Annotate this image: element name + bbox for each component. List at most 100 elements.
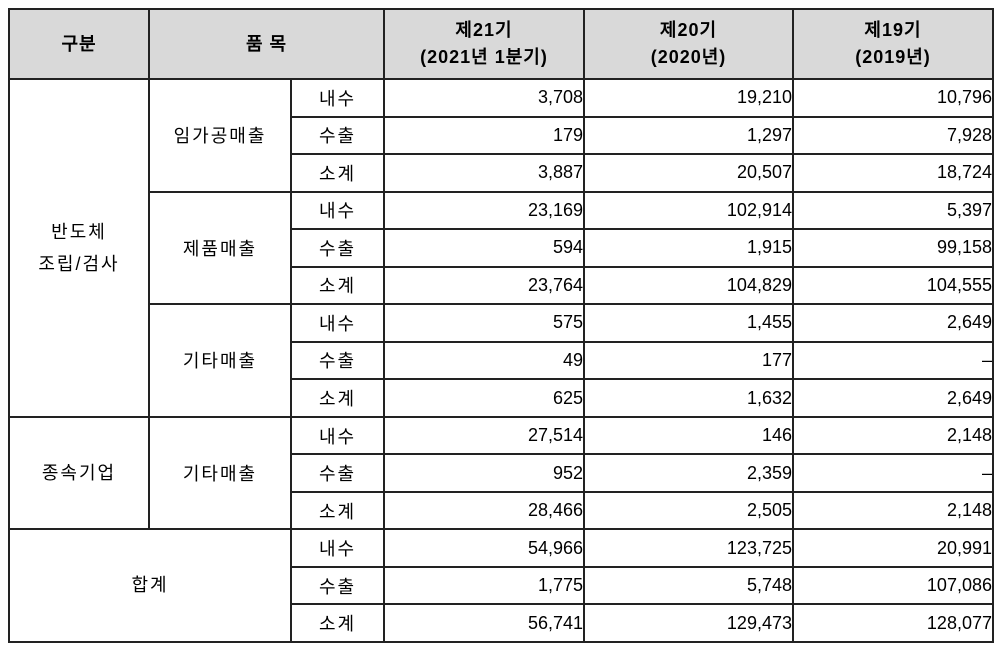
value-cell: 3,708 — [383, 78, 585, 118]
value-cell: 99,158 — [792, 228, 994, 268]
value-cell: 102,914 — [583, 190, 794, 231]
category-line: 종속기업 — [41, 462, 117, 483]
row-type-cell: 수출 — [290, 453, 385, 493]
item-cell-other-sales: 기타매출 — [148, 303, 292, 418]
row-type-cell: 소계 — [290, 265, 385, 306]
value-cell: 2,148 — [792, 415, 994, 456]
value-cell: 146 — [583, 415, 794, 456]
value-cell: 129,473 — [583, 603, 794, 643]
table-row: 소계 56,741 129,473 128,077 — [9, 603, 994, 643]
header-cell-period-19: 제19기 (2019년) — [792, 8, 994, 80]
header-cell-period-21: 제21기 (2021년 1분기) — [383, 8, 585, 80]
item-cell-subsidiary-other-sales: 기타매출 — [148, 415, 292, 531]
table-row: 수출 49 177 – — [9, 340, 994, 381]
value-cell: 104,555 — [792, 265, 994, 306]
header-row: 구분 품 목 제21기 (2021년 1분기) 제20기 (2020년) 제19… — [8, 8, 994, 80]
item-cell-product-sales: 제품매출 — [148, 190, 292, 306]
table-row: 소계 23,764 104,829 104,555 — [9, 265, 994, 306]
table-row: 소계 3,887 20,507 18,724 — [9, 153, 994, 193]
row-type-cell: 수출 — [290, 340, 385, 381]
row-type-cell: 소계 — [290, 378, 385, 418]
value-cell: 20,507 — [583, 153, 794, 193]
table-row: 제품매출 내수 23,169 102,914 5,397 — [9, 190, 994, 306]
value-cell: 18,724 — [792, 153, 994, 193]
value-cell: 5,748 — [583, 565, 794, 606]
value-cell: 177 — [583, 340, 794, 381]
row-type-cell: 수출 — [290, 565, 385, 606]
category-cell-total: 합계 — [8, 528, 292, 643]
value-cell: 2,649 — [792, 378, 994, 418]
table-row: 수출 594 1,915 99,158 — [9, 228, 994, 268]
period-title: 제21기 — [455, 20, 513, 40]
value-cell: – — [792, 340, 994, 381]
row-type-cell: 내수 — [290, 528, 385, 568]
period-subtitle: (2019년) — [855, 47, 931, 67]
value-cell: 27,514 — [383, 415, 585, 456]
value-cell: 1,632 — [583, 378, 794, 418]
header-cell-category: 구분 — [8, 8, 150, 80]
value-cell: 3,887 — [383, 153, 585, 193]
period-title: 제20기 — [659, 20, 718, 40]
value-cell: 107,086 — [792, 565, 994, 606]
period-subtitle: (2021년 1분기) — [420, 47, 548, 67]
table-row: 합계 내수 54,966 123,725 20,991 — [8, 528, 994, 643]
header-cell-period-20: 제20기 (2020년) — [583, 8, 794, 80]
table-row: 수출 1,775 5,748 107,086 — [9, 565, 994, 606]
row-type-cell: 내수 — [290, 303, 385, 343]
value-cell: 20,991 — [792, 528, 994, 568]
category-line: 합계 — [131, 575, 169, 596]
row-type-cell: 소계 — [290, 603, 385, 643]
value-cell: 123,725 — [583, 528, 794, 568]
table-row: 수출 179 1,297 7,928 — [9, 115, 994, 156]
header-cell-item: 품 목 — [148, 8, 385, 80]
period-subtitle: (2020년) — [650, 47, 727, 67]
table-row: 기타매출 내수 575 1,455 2,649 — [9, 303, 994, 418]
period-title: 제19기 — [864, 20, 922, 40]
value-cell: – — [792, 453, 994, 493]
value-cell: 54,966 — [383, 528, 585, 568]
value-cell: 10,796 — [792, 78, 994, 118]
table-row: 소계 28,466 2,505 2,148 — [9, 490, 994, 531]
row-type-cell: 내수 — [290, 78, 385, 118]
revenue-table: 구분 품 목 제21기 (2021년 1분기) 제20기 (2020년) 제19… — [8, 8, 994, 643]
row-type-cell: 소계 — [290, 490, 385, 531]
value-cell: 104,829 — [583, 265, 794, 306]
value-cell: 2,148 — [792, 490, 994, 531]
table-row: 반도체 조립/검사 임가공매출 내수 3,708 19,210 10,796 — [8, 78, 994, 418]
value-cell: 1,775 — [383, 565, 585, 606]
value-cell: 5,397 — [792, 190, 994, 231]
value-cell: 56,741 — [383, 603, 585, 643]
value-cell: 49 — [383, 340, 585, 381]
category-cell-semiconductor: 반도체 조립/검사 — [8, 78, 150, 418]
row-type-cell: 수출 — [290, 228, 385, 268]
value-cell: 594 — [383, 228, 585, 268]
value-cell: 1,915 — [583, 228, 794, 268]
row-type-cell: 수출 — [290, 115, 385, 156]
value-cell: 2,649 — [792, 303, 994, 343]
value-cell: 7,928 — [792, 115, 994, 156]
value-cell: 575 — [383, 303, 585, 343]
value-cell: 952 — [383, 453, 585, 493]
value-cell: 1,297 — [583, 115, 794, 156]
value-cell: 179 — [383, 115, 585, 156]
value-cell: 128,077 — [792, 603, 994, 643]
row-type-cell: 소계 — [290, 153, 385, 193]
value-cell: 19,210 — [583, 78, 794, 118]
category-cell-subsidiary: 종속기업 — [8, 415, 150, 531]
row-type-cell: 내수 — [290, 415, 385, 456]
table-row: 수출 952 2,359 – — [9, 453, 994, 493]
table-row: 종속기업 기타매출 내수 27,514 146 2,148 — [8, 415, 994, 531]
value-cell: 23,764 — [383, 265, 585, 306]
value-cell: 2,359 — [583, 453, 794, 493]
value-cell: 23,169 — [383, 190, 585, 231]
item-cell-processing-sales: 임가공매출 — [148, 78, 292, 193]
category-line: 반도체 — [51, 221, 107, 242]
value-cell: 2,505 — [583, 490, 794, 531]
value-cell: 1,455 — [583, 303, 794, 343]
category-line: 조립/검사 — [38, 253, 120, 274]
table-row: 소계 625 1,632 2,649 — [9, 378, 994, 418]
row-type-cell: 내수 — [290, 190, 385, 231]
value-cell: 625 — [383, 378, 585, 418]
value-cell: 28,466 — [383, 490, 585, 531]
